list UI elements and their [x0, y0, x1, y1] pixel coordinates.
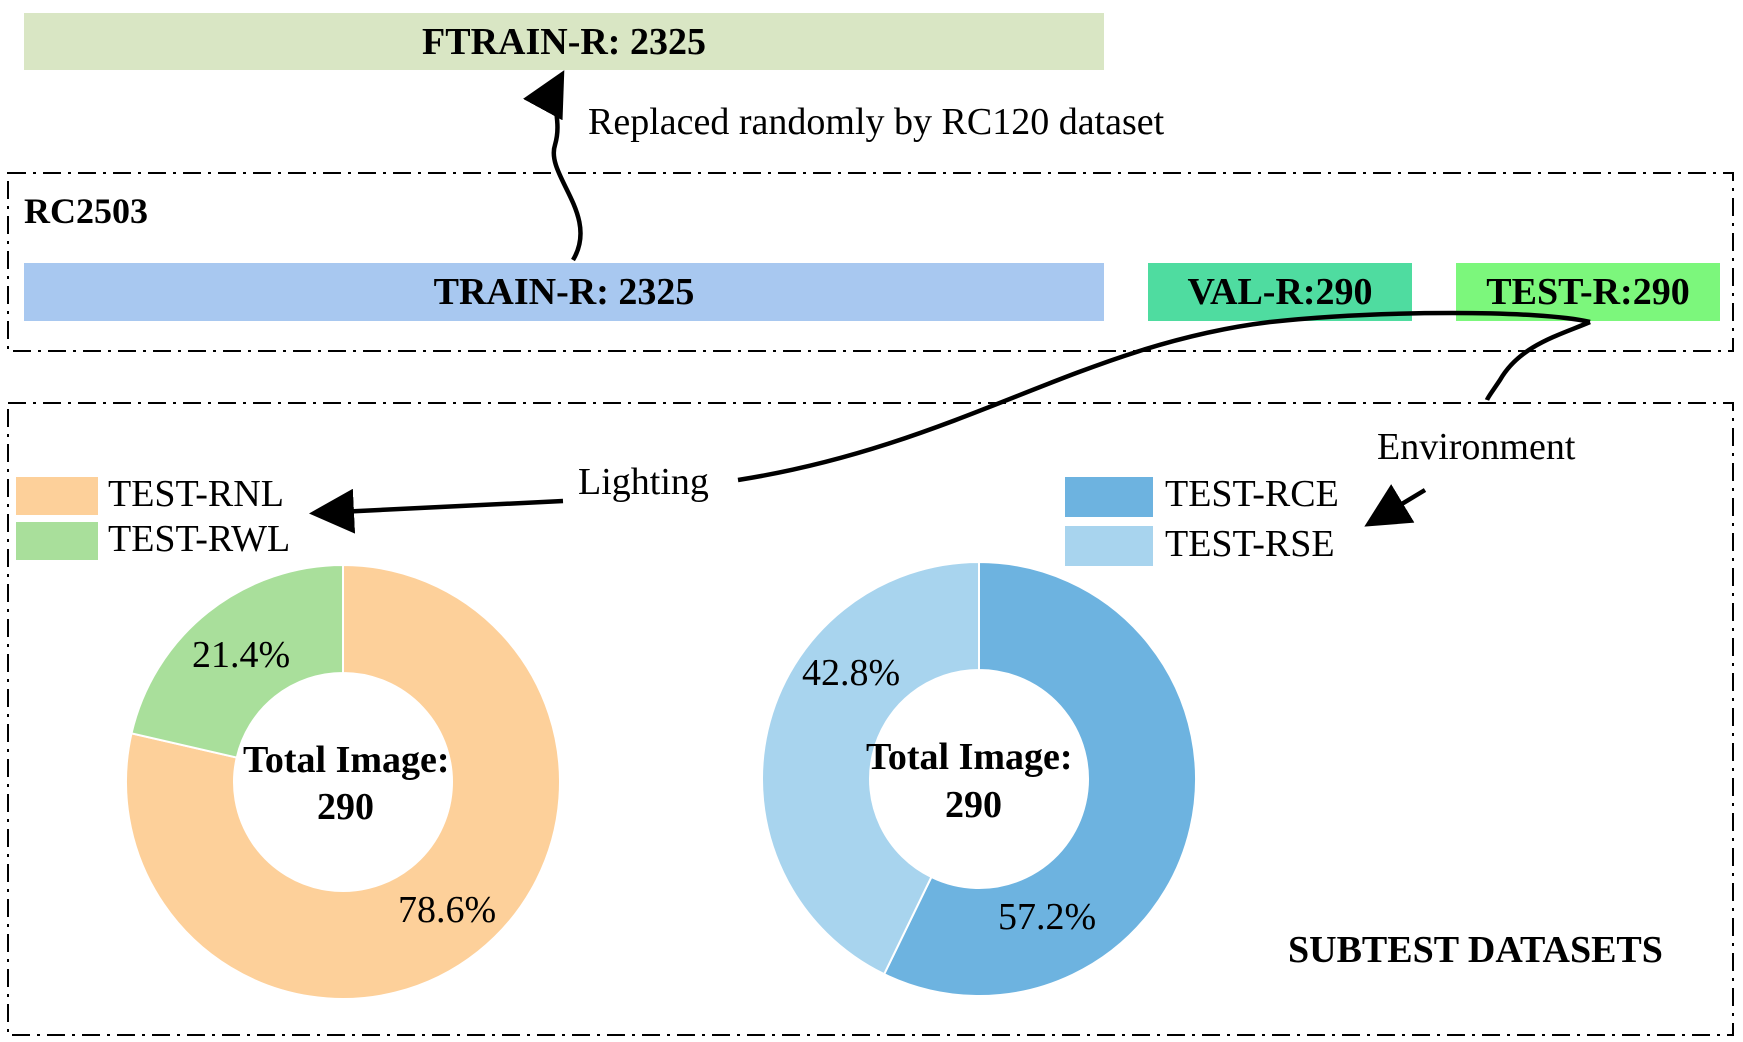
donut2-center-value: 290: [945, 784, 1002, 826]
donut1-center-title: Total Image:: [243, 739, 450, 781]
donut2-slice-label-rse: 42.8%: [802, 652, 901, 694]
environment-line: [1484, 319, 1591, 401]
legend-swatch-rwl: [16, 522, 98, 560]
legend-label-rce: TEST-RCE: [1165, 473, 1339, 515]
rc-section-title: RC2503: [24, 191, 148, 231]
donut1-center-value: 290: [317, 786, 374, 828]
legend-swatch-rce: [1065, 477, 1153, 517]
val-box: VAL-R:290: [1148, 263, 1412, 321]
donut1-slice-label-rnl: 78.6%: [398, 889, 497, 931]
donut1-slice-label-rwl: 21.4%: [192, 634, 291, 676]
legend-swatch-rse: [1065, 526, 1153, 566]
environment-arrow: [1364, 484, 1427, 527]
subtest-frame: [7, 402, 1734, 1036]
lighting-label: Lighting: [578, 461, 709, 503]
donut1-slice-test-rnl: [125, 563, 561, 1000]
environment-label: Environment: [1377, 426, 1576, 468]
donut2-slice-test-rse: [761, 560, 980, 976]
donut2-slice-label-rce: 57.2%: [998, 896, 1097, 938]
donut2-slice-test-rce: [882, 560, 1197, 997]
ftrain-box: FTRAIN-R: 2325: [24, 13, 1104, 70]
donut2-center-title: Total Image:: [866, 736, 1073, 778]
test-label: TEST-R:290: [1486, 271, 1690, 313]
train-box: TRAIN-R: 2325: [24, 263, 1104, 321]
legend-label-rwl: TEST-RWL: [108, 518, 291, 560]
rc-section-frame: [7, 172, 1734, 352]
donut1-slice-test-rwl: [130, 563, 344, 759]
legend-swatch-rnl: [16, 477, 98, 515]
replace-arrow: [523, 70, 583, 262]
legend-label-rse: TEST-RSE: [1165, 523, 1335, 565]
val-label: VAL-R:290: [1187, 271, 1373, 313]
subtest-title: SUBTEST DATASETS: [1288, 929, 1663, 971]
lighting-line: [737, 310, 1591, 483]
ftrain-label: FTRAIN-R: 2325: [422, 20, 706, 63]
replace-note: Replaced randomly by RC120 dataset: [588, 101, 1165, 143]
lighting-arrow: [309, 488, 564, 534]
test-box: TEST-R:290: [1456, 263, 1720, 321]
legend-label-rnl: TEST-RNL: [108, 473, 284, 515]
train-label: TRAIN-R: 2325: [433, 271, 695, 313]
